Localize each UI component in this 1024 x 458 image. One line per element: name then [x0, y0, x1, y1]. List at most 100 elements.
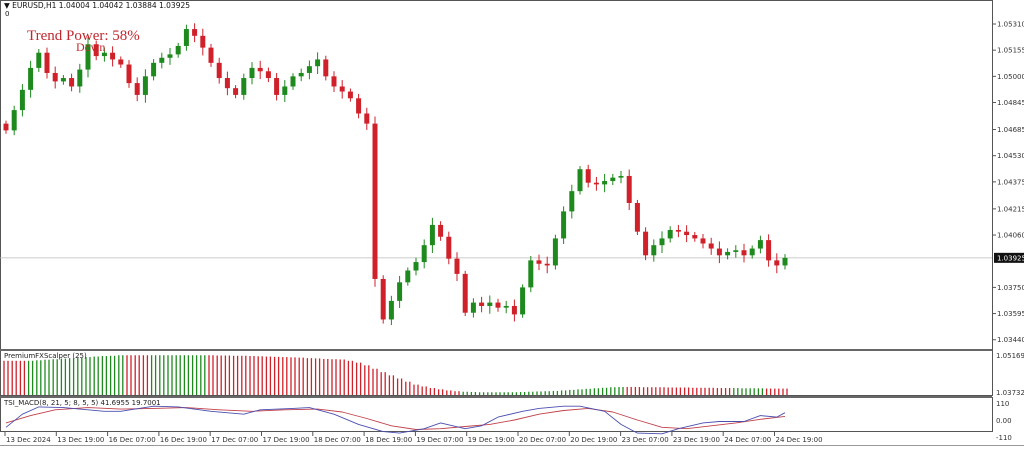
candle-body — [429, 224, 435, 246]
time-tick-label: 13 Dec 19:00 — [57, 436, 104, 444]
candle — [470, 298, 476, 318]
candle — [3, 120, 9, 134]
candle — [298, 68, 304, 82]
tsi-indicator-label: TSI_MACD(8, 21, 5; 8, 5, 5) 41.6955 19.7… — [4, 399, 161, 407]
candle — [126, 60, 132, 88]
candle-body — [495, 302, 501, 308]
time-tick-label: 17 Dec 07:00 — [211, 436, 258, 444]
candle-body — [593, 182, 599, 185]
time-tick-label: 23 Dec 19:00 — [673, 436, 720, 444]
candle — [372, 116, 378, 287]
time-tick-label: 19 Dec 19:00 — [468, 436, 515, 444]
candle-body — [93, 44, 99, 57]
candle — [77, 63, 83, 93]
candle — [544, 256, 550, 274]
candle-body — [470, 302, 476, 313]
candle — [643, 227, 649, 261]
candle-body — [552, 238, 558, 266]
candle-body — [77, 69, 83, 87]
candle-body — [569, 191, 575, 212]
candle — [405, 267, 411, 286]
candle-body — [11, 110, 17, 131]
scalper-axis-label: 1.03732 — [996, 389, 1024, 397]
candle — [331, 71, 337, 93]
candle — [454, 252, 460, 281]
candle — [429, 217, 435, 253]
price-tick-label: 1.04685 — [997, 126, 1024, 134]
candle-body — [634, 202, 640, 232]
tsi-axis-label: 110 — [996, 400, 1009, 408]
candle — [552, 234, 558, 270]
price-tick-label: 1.04375 — [997, 178, 1024, 186]
time-tick-label: 23 Dec 07:00 — [622, 436, 669, 444]
scalper-pane-frame — [0, 350, 993, 396]
candle-body — [757, 240, 763, 249]
price-tick-label: 1.04215 — [997, 205, 1024, 213]
candle-body — [101, 52, 107, 57]
candle — [282, 80, 288, 102]
candle-body — [479, 302, 485, 306]
candle-body — [692, 235, 698, 239]
candle — [380, 275, 386, 324]
candle-body — [503, 305, 509, 308]
candle — [85, 37, 91, 78]
candle-body — [528, 260, 534, 288]
candle — [421, 239, 427, 269]
candle — [208, 43, 214, 67]
candle — [101, 47, 107, 62]
candle-body — [85, 44, 91, 70]
candle-body — [118, 59, 124, 65]
candle — [602, 173, 608, 193]
candle-body — [224, 78, 230, 89]
candle-body — [257, 67, 263, 72]
candle — [626, 169, 632, 211]
candle-body — [323, 59, 329, 77]
candle — [52, 66, 58, 89]
candle — [167, 47, 173, 65]
candle — [290, 73, 296, 90]
candle — [577, 166, 583, 195]
time-tick-label: 16 Dec 07:00 — [109, 436, 156, 444]
time-tick-label: 24 Dec 07:00 — [724, 436, 771, 444]
candle-body — [405, 270, 411, 283]
candle — [60, 74, 66, 85]
time-tick-label: 18 Dec 07:00 — [314, 436, 361, 444]
candle — [36, 48, 42, 72]
current-price-tag — [994, 252, 1024, 263]
candle-body — [233, 88, 239, 95]
candle-body — [774, 260, 780, 266]
candle-body — [659, 238, 665, 246]
candle-body — [44, 52, 50, 73]
candle — [69, 73, 75, 92]
candle-body — [175, 45, 181, 55]
candle — [339, 80, 345, 99]
symbol-info: ▼ EURUSD,H1 1.04004 1.04042 1.03884 1.03… — [4, 1, 190, 10]
candle-body — [36, 52, 42, 68]
candle-body — [610, 177, 616, 182]
candle-body — [708, 243, 714, 249]
candle-body — [290, 76, 296, 87]
candle — [479, 296, 485, 313]
candle — [388, 295, 394, 326]
price-tick-label: 1.04530 — [997, 152, 1024, 160]
candle — [536, 254, 542, 271]
tsi-axis-label: -110 — [996, 434, 1012, 442]
candle-body — [741, 250, 747, 256]
candle — [413, 257, 419, 276]
candle-body — [183, 29, 189, 46]
candle-body — [413, 262, 419, 271]
candle-body — [19, 89, 25, 111]
time-tick-label: 19 Dec 07:00 — [416, 436, 463, 444]
subwindow-index: 0 — [5, 10, 10, 18]
candle-body — [192, 29, 198, 36]
candle — [495, 298, 501, 312]
candle — [274, 72, 280, 101]
candle-body — [282, 86, 288, 95]
candle — [593, 176, 599, 191]
candle-body — [561, 211, 567, 239]
candle — [774, 253, 780, 274]
candle-body — [388, 300, 394, 320]
dropdown-arrow-icon[interactable]: ▼ — [4, 1, 13, 10]
